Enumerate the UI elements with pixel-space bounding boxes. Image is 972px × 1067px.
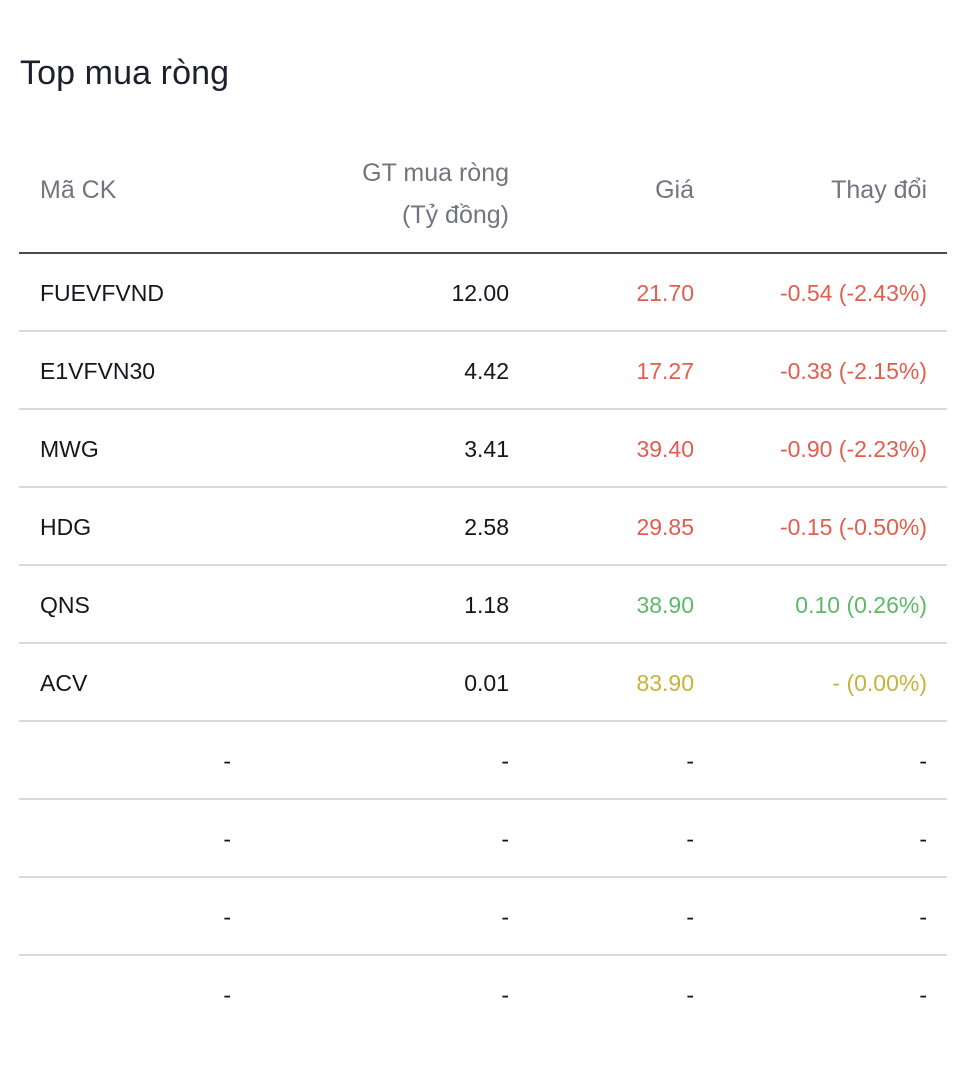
price-value: -: [686, 826, 694, 852]
change-value: - (0.00%): [832, 670, 927, 696]
net-buy-value: 3.41: [464, 436, 509, 462]
table-row[interactable]: MWG 3.41 39.40 -0.90 (-2.23%): [19, 410, 947, 488]
stock-code[interactable]: ACV: [40, 670, 88, 696]
change-value: -0.15 (-0.50%): [779, 514, 927, 540]
column-header-code: Mã CK: [40, 176, 117, 204]
change-value: -0.38 (-2.15%): [779, 358, 927, 384]
column-header-change: Thay đổi: [831, 176, 927, 204]
stock-code[interactable]: E1VFVN30: [40, 358, 156, 384]
table-row[interactable]: E1VFVN30 4.42 17.27 -0.38 (-2.15%): [19, 332, 947, 410]
price-value: -: [686, 904, 694, 930]
net-buy-table: Mã CK GT mua ròng (Tỷ đồng) Giá Thay đổi…: [19, 140, 947, 1034]
column-header-value-line2: (Tỷ đồng): [402, 201, 509, 229]
table-body: FUEVFVND 12.00 21.70 -0.54 (-2.43%) E1VFVN30…: [19, 254, 947, 1034]
table-row[interactable]: ACV 0.01 83.90 - (0.00%): [19, 644, 947, 722]
stock-code: -: [223, 904, 231, 930]
price-value: 83.90: [636, 670, 694, 696]
column-header-value-line1: GT mua ròng: [362, 159, 509, 187]
table-row[interactable]: ----: [19, 800, 947, 878]
price-value: -: [686, 982, 694, 1008]
table-row[interactable]: QNS 1.18 38.90 0.10 (0.26%): [19, 566, 947, 644]
change-value: -: [919, 982, 927, 1008]
price-value: 21.70: [636, 280, 694, 306]
stock-code: -: [223, 748, 231, 774]
stock-code[interactable]: HDG: [40, 514, 92, 540]
change-value: -0.54 (-2.43%): [779, 280, 927, 306]
price-value: 38.90: [636, 592, 694, 618]
column-header-value: GT mua ròng (Tỷ đồng): [362, 152, 509, 236]
table-row[interactable]: HDG 2.58 29.85 -0.15 (-0.50%): [19, 488, 947, 566]
net-buy-value: -: [501, 904, 509, 930]
table-row[interactable]: ----: [19, 878, 947, 956]
net-buy-value: -: [501, 826, 509, 852]
price-value: -: [686, 748, 694, 774]
net-buy-value: 1.18: [464, 592, 509, 618]
stock-code[interactable]: FUEVFVND: [40, 280, 164, 306]
net-buy-value: 0.01: [464, 670, 509, 696]
table-header: Mã CK GT mua ròng (Tỷ đồng) Giá Thay đổi: [19, 140, 947, 254]
stock-code[interactable]: QNS: [40, 592, 90, 618]
change-value: 0.10 (0.26%): [795, 592, 927, 618]
change-value: -0.90 (-2.23%): [779, 436, 927, 462]
stock-code: -: [223, 826, 231, 852]
table-row[interactable]: ----: [19, 722, 947, 800]
table-row[interactable]: FUEVFVND 12.00 21.70 -0.54 (-2.43%): [19, 254, 947, 332]
table-row[interactable]: ----: [19, 956, 947, 1034]
net-buy-value: -: [501, 982, 509, 1008]
change-value: -: [919, 826, 927, 852]
net-buy-value: 2.58: [464, 514, 509, 540]
price-value: 29.85: [636, 514, 694, 540]
column-header-price: Giá: [655, 176, 694, 204]
stock-code[interactable]: MWG: [40, 436, 99, 462]
change-value: -: [919, 904, 927, 930]
stock-code: -: [223, 982, 231, 1008]
price-value: 17.27: [636, 358, 694, 384]
page-title: Top mua ròng: [20, 54, 230, 92]
change-value: -: [919, 748, 927, 774]
net-buy-value: 12.00: [451, 280, 509, 306]
price-value: 39.40: [636, 436, 694, 462]
net-buy-value: 4.42: [464, 358, 509, 384]
net-buy-value: -: [501, 748, 509, 774]
